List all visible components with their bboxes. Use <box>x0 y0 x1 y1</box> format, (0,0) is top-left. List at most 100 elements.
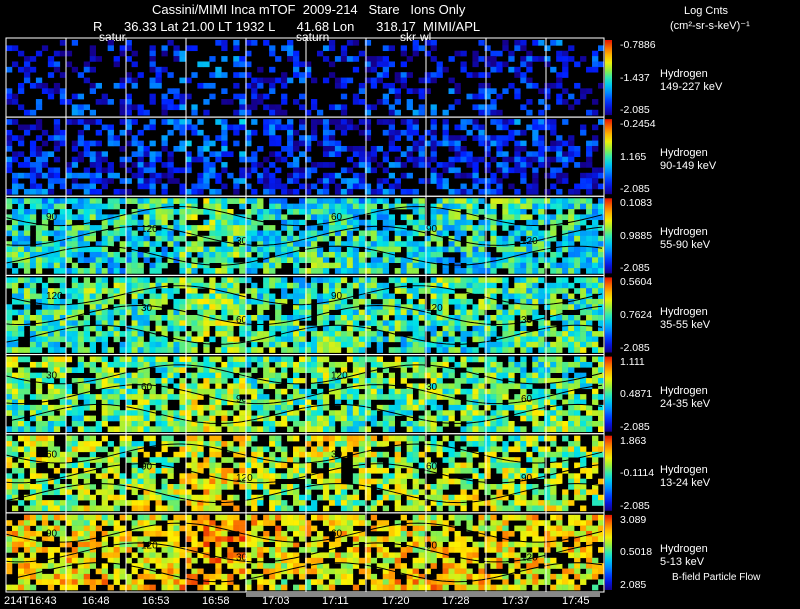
heatmap-cell <box>83 467 91 474</box>
heatmap-cell <box>370 151 378 158</box>
heatmap-cell <box>41 162 49 168</box>
heatmap-cell <box>526 331 533 337</box>
heatmap-cell <box>83 172 91 179</box>
heatmap-cell <box>101 178 108 184</box>
heatmap-cell <box>299 336 306 343</box>
heatmap-cell <box>209 56 216 62</box>
heatmap-cell <box>227 219 234 226</box>
heatmap-cell <box>526 383 533 390</box>
heatmap-cell <box>430 378 437 384</box>
heatmap-cell <box>113 399 120 406</box>
heatmap-cell <box>281 246 288 253</box>
heatmap-cell <box>478 341 485 348</box>
heatmap-cell <box>173 457 180 463</box>
heatmap-cell <box>23 77 31 84</box>
heatmap-cell <box>448 325 455 332</box>
heatmap-cell <box>466 129 473 136</box>
heatmap-cell <box>305 356 312 363</box>
heatmap-cell <box>191 378 198 384</box>
heatmap-cell <box>299 172 306 179</box>
heatmap-cell <box>328 151 336 158</box>
heatmap-cell <box>562 198 569 204</box>
heatmap-cell <box>382 167 390 174</box>
heatmap-cell <box>269 140 276 147</box>
heatmap-cell <box>35 225 43 231</box>
heatmap-cell <box>568 320 575 327</box>
heatmap-cell <box>275 109 282 116</box>
heatmap-cell <box>17 135 25 141</box>
heatmap-cell <box>89 151 96 158</box>
heatmap-cell <box>490 426 497 433</box>
heatmap-cell <box>53 505 61 512</box>
heatmap-cell <box>227 151 234 158</box>
heatmap-cell <box>490 230 497 237</box>
heatmap-cell <box>418 230 425 237</box>
heatmap-cell <box>125 72 132 78</box>
heatmap-cell <box>370 356 378 363</box>
heatmap-cell <box>556 151 563 158</box>
heatmap-cell <box>346 426 354 433</box>
heatmap-cell <box>125 288 132 294</box>
heatmap-cell <box>340 361 348 368</box>
heatmap-cell <box>173 410 180 416</box>
heatmap-cell <box>364 77 372 84</box>
heatmap-cell <box>340 404 348 411</box>
heatmap-cell <box>490 282 497 289</box>
heatmap-cell <box>233 214 240 221</box>
heatmap-cell <box>281 367 288 373</box>
heatmap-cell <box>556 262 563 269</box>
heatmap-cell <box>59 404 67 411</box>
heatmap-cell <box>233 61 240 68</box>
heatmap-cell <box>544 293 551 300</box>
heatmap-cell <box>532 336 539 343</box>
heatmap-cell <box>269 246 276 253</box>
contour-label: 90 <box>426 224 438 235</box>
heatmap-cell <box>316 198 324 204</box>
heatmap-cell <box>233 82 240 89</box>
heatmap-cell <box>221 293 228 300</box>
heatmap-cell <box>6 88 13 94</box>
heatmap-cell <box>209 336 216 343</box>
heatmap-cell <box>47 188 55 195</box>
heatmap-cell <box>346 251 354 258</box>
heatmap-cell <box>514 88 521 94</box>
heatmap-cell <box>526 99 533 105</box>
heatmap-cell <box>263 331 270 337</box>
heatmap-cell <box>29 394 37 400</box>
heatmap-cell <box>83 288 91 294</box>
heatmap-cell <box>358 172 366 179</box>
heatmap-cell <box>305 426 312 433</box>
heatmap-cell <box>346 399 354 406</box>
heatmap-cell <box>502 40 509 46</box>
heatmap-cell <box>95 426 102 433</box>
heatmap-cell <box>424 241 431 247</box>
heatmap-cell <box>251 235 258 242</box>
heatmap-cell <box>568 378 575 384</box>
heatmap-cell <box>299 426 306 433</box>
heatmap-cell <box>532 203 539 210</box>
heatmap-cell <box>113 331 120 337</box>
heatmap-cell <box>340 167 348 174</box>
heatmap-cell <box>466 188 473 195</box>
heatmap-cell <box>520 145 527 152</box>
heatmap-cell <box>197 451 204 458</box>
heatmap-cell <box>568 241 575 247</box>
heatmap-cell <box>197 188 204 195</box>
heatmap-cell <box>227 225 234 231</box>
heatmap-cell <box>215 156 222 163</box>
heatmap-cell <box>137 383 144 390</box>
heatmap-cell <box>514 293 521 300</box>
heatmap-cell <box>436 404 443 411</box>
heatmap-cell <box>490 341 497 348</box>
heatmap-cell <box>382 293 390 300</box>
heatmap-cell <box>442 298 449 305</box>
heatmap-cell <box>376 61 384 68</box>
heatmap-cell <box>143 315 150 321</box>
heatmap-cell <box>556 410 563 416</box>
heatmap-cell <box>550 420 557 427</box>
heatmap-cell <box>233 341 240 348</box>
heatmap-cell <box>340 331 348 337</box>
heatmap-cell <box>550 167 557 174</box>
heatmap-cell <box>95 505 102 512</box>
